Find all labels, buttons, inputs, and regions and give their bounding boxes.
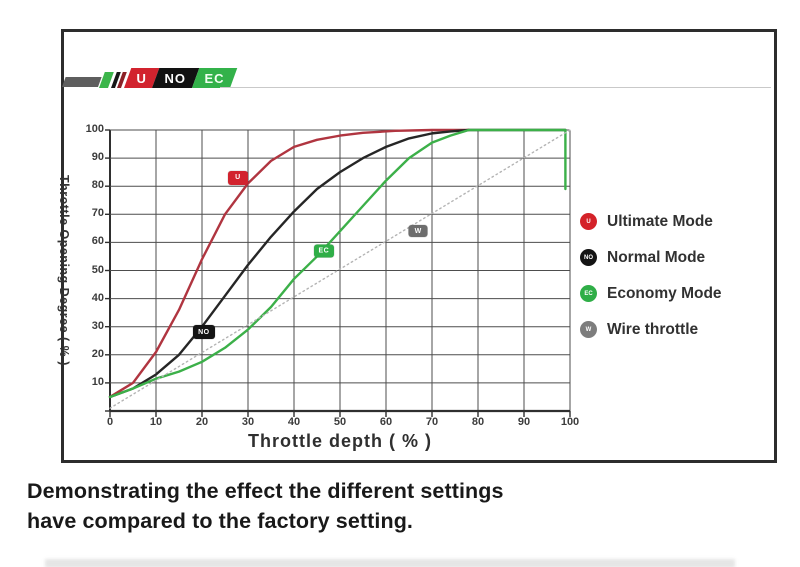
legend-dot-icon: EC	[580, 285, 597, 302]
chart-legend: U Ultimate Mode NO Normal Mode EC Economy Mod…	[580, 210, 722, 341]
chart-plot	[105, 128, 571, 417]
x-tick-label: 50	[333, 416, 347, 428]
y-tick-label: 50	[91, 263, 104, 276]
legend-label: Wire throttle	[607, 320, 699, 338]
x-tick-label: 30	[241, 416, 255, 428]
x-tick-label: 90	[517, 416, 531, 428]
caption-line-1: Demonstrating the effect the different s…	[27, 479, 504, 503]
curve-wire-throttle	[109, 129, 571, 409]
legend-item-normal-mode: NO Normal Mode	[580, 246, 722, 269]
y-tick-label: 10	[91, 375, 104, 388]
x-tick-label: 10	[149, 416, 163, 428]
x-tick-label: 60	[379, 416, 393, 428]
caption-line-2: have compared to the factory setting.	[27, 509, 414, 533]
x-tick-label: 70	[425, 416, 439, 428]
y-tick-label: 100	[85, 123, 104, 135]
x-tick-label: 100	[560, 416, 580, 428]
curve-ultimate-mode	[108, 128, 470, 399]
legend-dot-icon: U	[580, 213, 597, 230]
cropped-bottom-artifact	[45, 559, 735, 567]
curve-badge-u: U	[227, 170, 248, 185]
x-tick-label: 40	[287, 416, 301, 428]
logo-badge-ec: EC	[191, 68, 238, 88]
x-tick-label: 80	[471, 416, 485, 428]
y-tick-label: 70	[91, 207, 104, 220]
x-tick-label: 0	[106, 416, 114, 428]
legend-item-ultimate-mode: U Ultimate Mode	[580, 210, 722, 233]
legend-dot-icon: NO	[580, 249, 597, 266]
x-tick-label: 20	[195, 416, 209, 428]
legend-dot-icon: W	[580, 321, 597, 338]
legend-label: Economy Mode	[607, 284, 722, 302]
y-tick-label: 60	[91, 235, 104, 248]
y-tick-label: 30	[91, 319, 104, 332]
legend-item-economy-mode: EC Economy Mode	[580, 282, 722, 305]
logo-badge-text: NO	[165, 70, 187, 86]
legend-item-wire-throttle: W Wire throttle	[580, 318, 722, 341]
y-tick-label: 40	[91, 291, 104, 304]
curve-badge-ec: EC	[313, 244, 334, 258]
curve-badge-w: W	[408, 225, 428, 238]
y-tick-label: 20	[91, 347, 104, 360]
logo-badge-text: EC	[204, 70, 225, 86]
legend-label: Ultimate Mode	[607, 212, 713, 230]
curve-normal-mode	[108, 128, 567, 399]
legend-label: Normal Mode	[607, 248, 706, 266]
content-frame	[61, 29, 777, 463]
y-tick-label: 80	[91, 179, 104, 192]
logo-badge-text: U	[136, 70, 148, 86]
x-axis-title: Throttle depth ( % )	[248, 431, 432, 451]
logo-lead-bar	[62, 77, 102, 87]
banner-divider-line	[220, 87, 771, 88]
y-axis-title: Throttle Opening Degree ( % )	[57, 175, 71, 366]
brand-logo: U NO EC	[99, 68, 238, 88]
caption: Demonstrating the effect the different s…	[27, 476, 504, 536]
y-tick-label: 90	[91, 151, 104, 164]
curve-badge-no: NO	[192, 325, 215, 340]
